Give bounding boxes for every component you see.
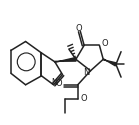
Text: O: O (55, 79, 62, 88)
Text: O: O (75, 24, 82, 33)
Text: O: O (102, 39, 108, 48)
Polygon shape (103, 59, 117, 66)
Text: N: N (51, 78, 57, 87)
Text: O: O (80, 94, 87, 103)
Text: N: N (83, 68, 89, 77)
Polygon shape (55, 58, 76, 62)
